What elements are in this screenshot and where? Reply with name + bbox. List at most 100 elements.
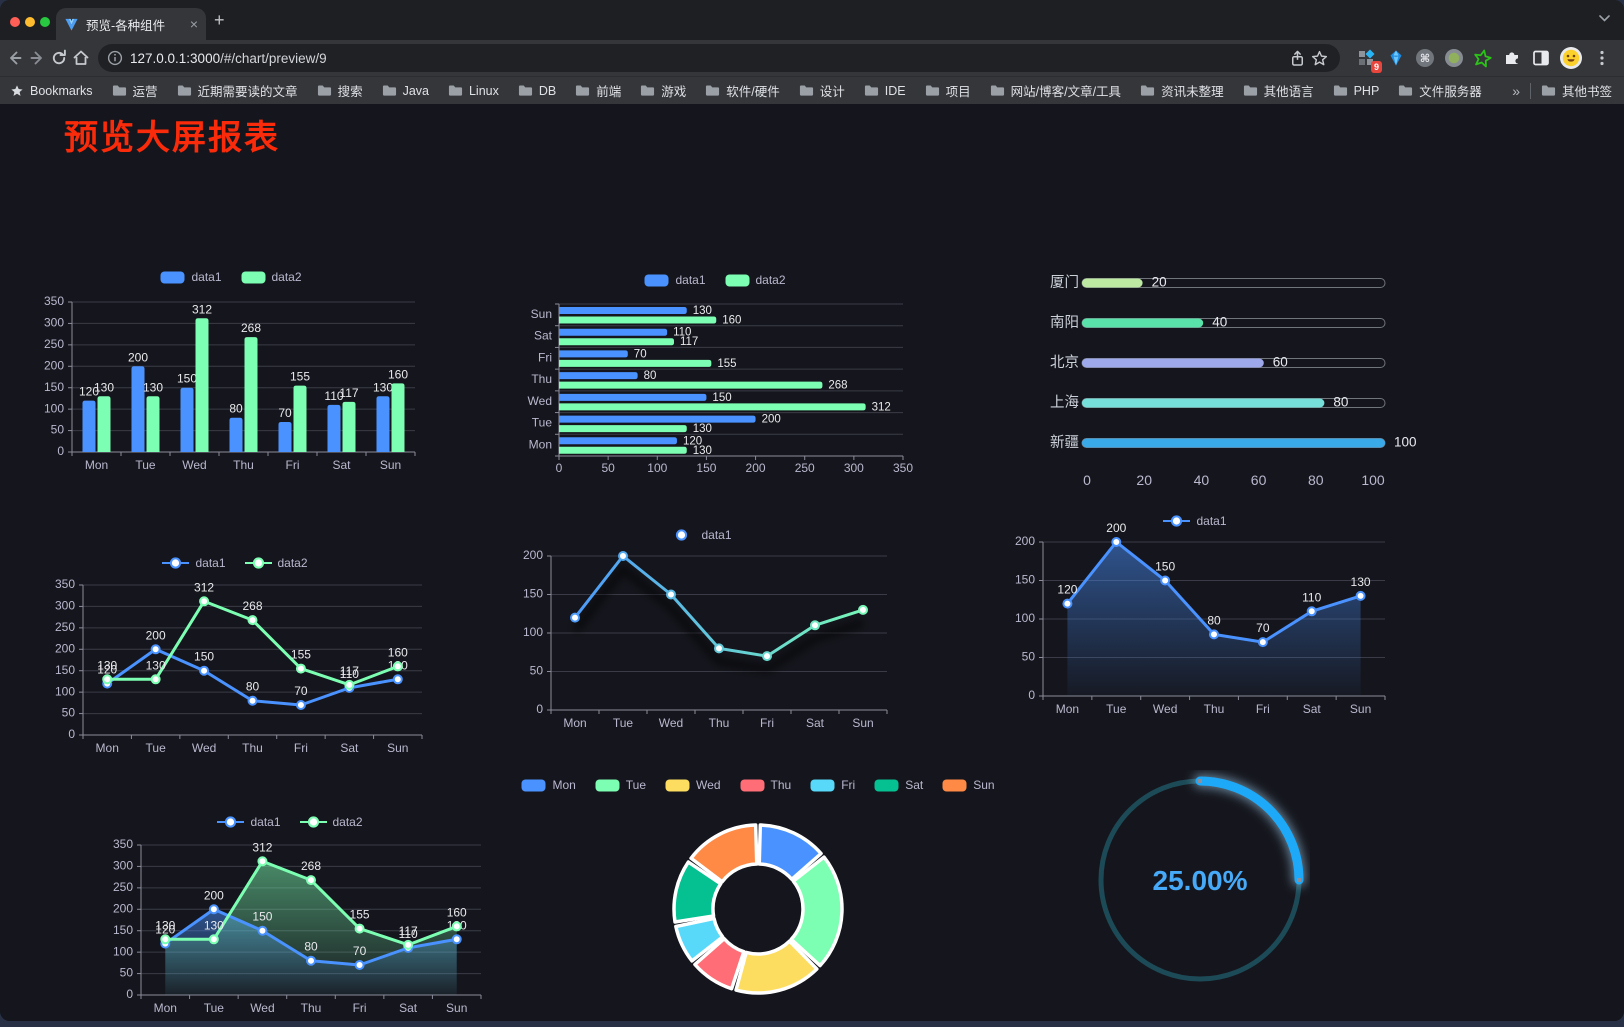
star-icon <box>11 84 23 96</box>
svg-text:200: 200 <box>128 350 148 364</box>
svg-text:Tue: Tue <box>613 716 634 730</box>
svg-text:200: 200 <box>1106 521 1126 535</box>
site-info-icon[interactable] <box>107 50 123 66</box>
bookmark-item[interactable]: 项目 <box>925 81 971 100</box>
new-tab-button[interactable]: + <box>214 10 225 30</box>
extension-record-icon[interactable] <box>1442 46 1465 70</box>
legend-item-data2[interactable]: data2 <box>244 556 308 570</box>
bookmark-item[interactable]: 前端 <box>575 81 621 100</box>
svg-text:130: 130 <box>94 380 114 394</box>
chart-legend: data1 data2 <box>36 270 426 284</box>
bookmark-item[interactable]: 设计 <box>799 81 845 100</box>
svg-text:200: 200 <box>762 414 781 426</box>
home-icon[interactable] <box>70 44 92 72</box>
back-icon[interactable] <box>4 44 26 72</box>
svg-text:160: 160 <box>447 905 467 919</box>
legend-item-Sun[interactable]: Sun <box>942 778 995 792</box>
progress-bar-chart: 厦门 20 南阳 40 北京 60 上海 80 新疆 100 0 20 40 60 80 100 <box>1022 259 1422 499</box>
legend-item-data1[interactable]: data1 <box>217 815 281 829</box>
bookmark-item[interactable]: PHP <box>1333 84 1379 98</box>
bookmark-item[interactable]: 运营 <box>112 81 158 100</box>
pie-slice-Sun <box>689 823 759 884</box>
bookmark-item[interactable]: 搜索 <box>317 81 363 100</box>
legend-item-Sat[interactable]: Sat <box>874 778 923 792</box>
bookmark-item[interactable]: DB <box>518 84 556 98</box>
legend-item-data1[interactable]: data1 <box>668 528 732 542</box>
reload-icon[interactable] <box>48 44 70 72</box>
address-bar[interactable]: 127.0.0.1:3000/#/chart/preview/9 <box>98 44 1340 72</box>
folder-icon <box>925 85 939 96</box>
legend-item-data2[interactable]: data2 <box>241 270 302 284</box>
svg-text:150: 150 <box>252 910 272 924</box>
svg-text:130: 130 <box>693 423 712 435</box>
extension-puzzle-icon[interactable] <box>1500 46 1523 70</box>
svg-text:Mon: Mon <box>85 458 108 472</box>
svg-text:155: 155 <box>290 370 310 384</box>
legend-item-Thu[interactable]: Thu <box>740 778 791 792</box>
close-window-button[interactable] <box>10 17 20 27</box>
bookmark-star-icon[interactable] <box>1308 44 1330 72</box>
legend-item-data2[interactable]: data2 <box>299 815 363 829</box>
svg-text:0: 0 <box>68 727 75 741</box>
svg-text:Wed: Wed <box>182 458 206 472</box>
svg-text:Mon: Mon <box>154 1001 177 1015</box>
bookmark-item[interactable]: 其他语言 <box>1243 81 1314 100</box>
gradient-line-chart: data1 0 50 100 150 200 Mon Tue Wed Thu Fri Sat Sun <box>505 524 895 738</box>
other-bookmarks-folder[interactable]: 其他书签 <box>1541 81 1612 100</box>
legend-item-data2[interactable]: data2 <box>725 273 786 287</box>
forward-icon[interactable] <box>26 44 48 72</box>
minimize-window-button[interactable] <box>25 17 35 27</box>
bookmark-item[interactable]: 近期需要读的文章 <box>177 81 298 100</box>
svg-text:100: 100 <box>113 944 133 958</box>
svg-text:Mon: Mon <box>563 716 586 730</box>
extension-command-icon[interactable]: ⌘ <box>1413 46 1436 70</box>
extension-green-star-icon[interactable] <box>1471 46 1494 70</box>
svg-text:Sat: Sat <box>1303 702 1322 716</box>
legend-item-data1[interactable]: data1 <box>1163 514 1227 528</box>
svg-text:Sun: Sun <box>531 307 552 321</box>
svg-text:0: 0 <box>1083 472 1091 488</box>
bookmark-item[interactable]: Linux <box>448 84 499 98</box>
svg-text:350: 350 <box>113 837 133 851</box>
share-icon[interactable] <box>1286 44 1308 72</box>
svg-text:Sun: Sun <box>446 1001 467 1015</box>
legend-item-Wed[interactable]: Wed <box>665 778 721 792</box>
bookmark-item[interactable]: 网站/博客/文章/工具 <box>990 81 1121 100</box>
bookmark-item[interactable]: IDE <box>864 84 906 98</box>
bookmarks-manager[interactable]: Bookmarks <box>10 84 93 98</box>
bookmark-item[interactable]: 游戏 <box>640 81 686 100</box>
svg-text:Tue: Tue <box>532 416 553 430</box>
svg-text:300: 300 <box>55 599 75 613</box>
legend-item-Fri[interactable]: Fri <box>810 778 855 792</box>
bookmark-item[interactable]: 资讯未整理 <box>1140 81 1224 100</box>
legend-item-data1[interactable]: data1 <box>162 556 226 570</box>
c1-canvas: 0 50 100 150 200 250 300 350 Mon Tue Wed Thu Fri Sat S… <box>44 294 416 472</box>
legend-item-data1[interactable]: data1 <box>644 273 706 287</box>
svg-text:80: 80 <box>1333 395 1348 410</box>
bookmark-item[interactable]: Java <box>382 84 429 98</box>
legend-item-data1[interactable]: data1 <box>160 270 222 284</box>
svg-text:200: 200 <box>146 628 166 642</box>
svg-text:200: 200 <box>55 641 75 655</box>
bookmark-item[interactable]: 文件服务器 <box>1398 81 1482 100</box>
browser-menu-icon[interactable] <box>1590 46 1613 70</box>
tab-search-chevron-icon[interactable] <box>1599 15 1610 22</box>
page-content: 预览大屏报表 data1 data2 0 50 100 150 200 250 300 350 Mo… <box>0 104 1624 1021</box>
extension-split-view-icon[interactable] <box>1529 46 1552 70</box>
bookmarks-overflow-icon[interactable]: » <box>1512 82 1520 99</box>
legend-item-Mon[interactable]: Mon <box>521 778 576 792</box>
url-text[interactable]: 127.0.0.1:3000/#/chart/preview/9 <box>130 51 327 66</box>
svg-text:25.00%: 25.00% <box>1153 865 1248 896</box>
profile-avatar[interactable] <box>1559 46 1583 70</box>
extension-gem-icon[interactable] <box>1384 46 1407 70</box>
svg-text:130: 130 <box>155 918 175 932</box>
extension-metrics-icon[interactable]: 9 <box>1355 46 1382 73</box>
tab-close-icon[interactable]: × <box>189 16 198 32</box>
zoom-window-button[interactable] <box>40 17 50 27</box>
bookmark-item[interactable]: 软件/硬件 <box>705 81 780 100</box>
legend-item-Tue[interactable]: Tue <box>595 778 646 792</box>
browser-tab[interactable]: 预览-各种组件 × <box>56 8 206 40</box>
svg-text:160: 160 <box>388 645 408 659</box>
svg-text:0: 0 <box>126 987 133 1001</box>
svg-text:120: 120 <box>97 663 117 677</box>
